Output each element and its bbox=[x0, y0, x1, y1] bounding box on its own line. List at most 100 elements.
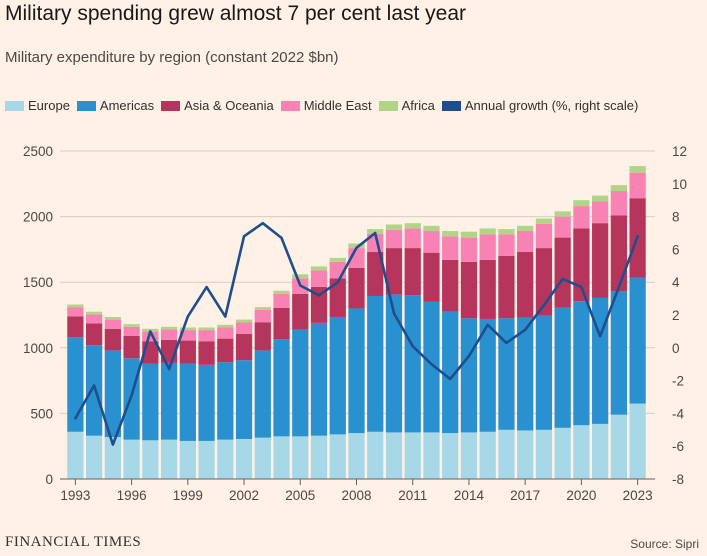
y-tick-label: 2000 bbox=[23, 210, 53, 225]
bar-asia-oceania-2004 bbox=[273, 307, 290, 340]
bar-asia-oceania-2000 bbox=[198, 341, 215, 365]
bar-asia-oceania-1994 bbox=[85, 323, 103, 346]
bar-europe-2016 bbox=[498, 429, 515, 479]
y2-tick-label: 4 bbox=[672, 275, 680, 290]
bar-asia-oceania-2007 bbox=[329, 278, 346, 317]
bar-middle-east-2006 bbox=[310, 270, 328, 287]
bar-americas-2001 bbox=[217, 362, 234, 440]
legend-swatch-middle-east bbox=[280, 100, 300, 111]
bar-americas-2005 bbox=[292, 329, 309, 437]
x-tick-label: 2014 bbox=[454, 488, 485, 503]
bar-middle-east-2000 bbox=[198, 330, 215, 342]
bar-europe-2020 bbox=[573, 425, 590, 479]
bar-africa-2010 bbox=[385, 224, 403, 230]
bar-europe-2019 bbox=[554, 427, 571, 479]
y2-tick-label: 10 bbox=[672, 177, 687, 192]
bar-americas-2010 bbox=[385, 294, 403, 433]
x-tick-label: 2020 bbox=[566, 488, 596, 503]
bar-europe-2008 bbox=[348, 433, 365, 479]
bar-middle-east-2023 bbox=[629, 172, 646, 199]
bar-europe-2006 bbox=[310, 435, 328, 479]
bar-africa-1994 bbox=[85, 311, 103, 315]
bar-middle-east-2003 bbox=[254, 309, 271, 323]
bar-africa-2013 bbox=[442, 231, 459, 237]
bar-africa-2020 bbox=[573, 200, 590, 207]
y2-tick-label: 0 bbox=[672, 341, 680, 356]
bar-americas-2017 bbox=[517, 317, 534, 431]
bar-asia-oceania-2014 bbox=[460, 261, 478, 319]
bar-europe-2010 bbox=[385, 432, 403, 479]
bar-europe-2022 bbox=[610, 414, 628, 479]
bar-europe-2004 bbox=[273, 436, 290, 479]
bar-middle-east-1994 bbox=[85, 314, 103, 324]
bar-europe-1993 bbox=[67, 431, 84, 479]
bar-middle-east-2004 bbox=[273, 294, 290, 308]
bar-asia-oceania-1996 bbox=[123, 335, 140, 359]
y2-tick-label: 6 bbox=[672, 242, 680, 257]
bar-middle-east-2011 bbox=[404, 228, 421, 249]
bar-asia-oceania-2003 bbox=[254, 322, 271, 351]
y2-tick-label: 2 bbox=[672, 308, 680, 323]
bar-asia-oceania-1993 bbox=[67, 316, 84, 338]
bar-americas-2011 bbox=[404, 295, 421, 433]
bar-asia-oceania-2017 bbox=[517, 252, 534, 318]
x-tick-label: 2005 bbox=[285, 488, 315, 503]
bar-americas-2023 bbox=[629, 277, 646, 404]
bar-europe-1997 bbox=[142, 440, 159, 479]
bar-africa-2001 bbox=[217, 324, 234, 328]
bar-asia-oceania-2022 bbox=[610, 215, 628, 292]
bar-africa-2004 bbox=[273, 290, 290, 295]
legend-label-annual-growth: Annual growth (%, right scale) bbox=[464, 98, 639, 113]
bar-asia-oceania-2021 bbox=[592, 223, 609, 298]
bar-middle-east-2001 bbox=[217, 327, 234, 339]
bar-americas-2013 bbox=[442, 311, 459, 434]
bar-africa-2016 bbox=[498, 229, 515, 235]
bar-africa-1995 bbox=[104, 316, 121, 320]
bar-asia-oceania-2015 bbox=[479, 259, 496, 319]
bar-europe-1995 bbox=[104, 437, 121, 479]
x-tick-label: 1996 bbox=[117, 488, 147, 503]
bar-africa-2003 bbox=[254, 307, 271, 310]
legend-swatch-africa bbox=[378, 100, 398, 111]
bar-americas-2006 bbox=[310, 322, 328, 436]
bar-middle-east-2019 bbox=[554, 216, 571, 238]
bar-middle-east-2017 bbox=[517, 231, 534, 253]
bar-europe-2021 bbox=[592, 423, 609, 479]
bar-americas-1994 bbox=[85, 345, 103, 436]
bar-africa-1998 bbox=[160, 326, 178, 330]
bar-middle-east-2018 bbox=[535, 223, 553, 249]
bar-africa-2019 bbox=[554, 211, 571, 217]
bar-africa-2008 bbox=[348, 243, 365, 249]
bar-asia-oceania-2019 bbox=[554, 237, 571, 308]
legend-swatch-americas bbox=[76, 100, 96, 111]
bar-africa-2002 bbox=[235, 319, 253, 323]
legend-item-annual-growth: Annual growth (%, right scale) bbox=[441, 98, 639, 113]
bar-europe-2005 bbox=[292, 436, 309, 479]
y2-tick-label: 12 bbox=[672, 144, 687, 159]
bar-europe-1996 bbox=[123, 439, 140, 479]
growth-line bbox=[74, 221, 639, 446]
chart-subtitle: Military expenditure by region (constant… bbox=[5, 49, 339, 66]
bar-africa-1997 bbox=[142, 328, 159, 332]
bar-middle-east-1996 bbox=[123, 326, 140, 336]
bar-americas-1998 bbox=[160, 362, 178, 440]
bar-americas-2008 bbox=[348, 308, 365, 434]
bar-middle-east-2010 bbox=[385, 229, 403, 249]
bar-africa-2000 bbox=[198, 327, 215, 331]
legend-swatch-annual-growth bbox=[441, 100, 461, 111]
bar-europe-2018 bbox=[535, 429, 553, 479]
bar-americas-2019 bbox=[554, 307, 571, 428]
bar-middle-east-1998 bbox=[160, 329, 178, 340]
bar-africa-2005 bbox=[292, 274, 309, 279]
legend-swatch-europe bbox=[5, 100, 24, 111]
bar-middle-east-2014 bbox=[460, 237, 478, 262]
bar-asia-oceania-2001 bbox=[217, 338, 234, 363]
bar-africa-1993 bbox=[67, 304, 84, 308]
bar-americas-1999 bbox=[179, 363, 196, 441]
legend-label-asia-oceania: Asia & Oceania bbox=[184, 98, 274, 113]
y2-tick-label: -4 bbox=[672, 406, 684, 421]
bar-americas-2014 bbox=[460, 318, 478, 433]
bar-americas-1993 bbox=[67, 337, 84, 432]
bar-americas-2018 bbox=[535, 315, 553, 430]
